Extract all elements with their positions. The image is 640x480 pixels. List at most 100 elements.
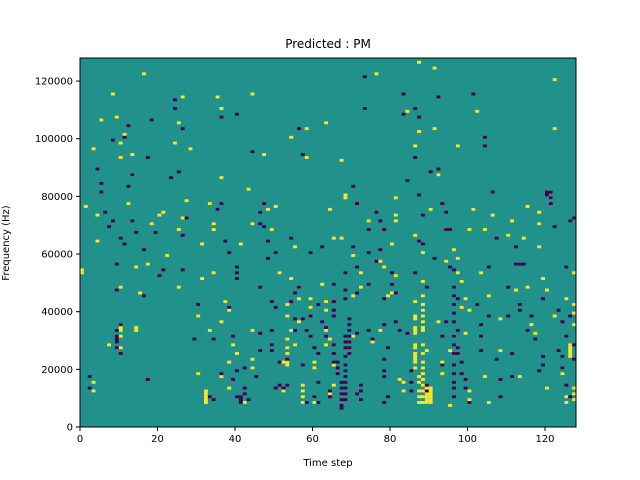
heatmap-cell-low	[405, 331, 410, 335]
heatmap-cell-low	[506, 285, 511, 289]
heatmap-cell-low	[390, 282, 394, 286]
heatmap-cell-low	[219, 202, 224, 206]
heatmap-cell-high	[196, 372, 201, 376]
heatmap-cell-high	[328, 392, 332, 396]
heatmap-cell-high	[351, 254, 356, 257]
heatmap-cell-low	[463, 386, 468, 390]
heatmap-cell-high	[250, 92, 255, 96]
heatmap-cell-high	[413, 317, 418, 321]
heatmap-cell-low	[452, 380, 456, 384]
heatmap-cell-high	[413, 328, 418, 332]
heatmap-cell-low	[331, 300, 336, 304]
heatmap-cell-low	[111, 219, 115, 223]
heatmap-cell-high	[204, 401, 208, 404]
heatmap-cell-high	[417, 380, 422, 384]
x-tick-label: 60	[306, 434, 319, 445]
heatmap-cell-high	[541, 277, 546, 280]
heatmap-cell-high	[266, 207, 270, 211]
heatmap-cell-low	[304, 401, 309, 404]
heatmap-cell-low	[382, 323, 387, 327]
heatmap-cell-low	[440, 202, 445, 206]
heatmap-cell-high	[293, 343, 298, 347]
heatmap-cell-high	[382, 265, 387, 269]
heatmap-cell-high	[390, 291, 394, 295]
heatmap-cell-low	[386, 346, 391, 350]
heatmap-cell-low	[227, 251, 232, 255]
heatmap-cell-low	[331, 282, 336, 286]
heatmap-cell-high	[215, 95, 220, 99]
heatmap-cell-low	[161, 268, 166, 272]
heatmap-cell-low	[343, 288, 348, 292]
heatmap-cell-high	[250, 357, 255, 361]
heatmap-cell-high	[467, 389, 472, 393]
heatmap-cell-low	[552, 225, 557, 229]
heatmap-cell-high	[219, 107, 224, 110]
heatmap-cell-low	[316, 352, 321, 355]
heatmap-cell-high	[118, 328, 123, 332]
heatmap-cell-low	[126, 184, 131, 188]
heatmap-cell-low	[564, 265, 569, 269]
heatmap-cell-high	[366, 219, 371, 223]
heatmap-cell-low	[114, 340, 119, 344]
heatmap-cell-low	[285, 383, 290, 387]
heatmap-cell-high	[479, 271, 484, 275]
heatmap-cell-high	[424, 386, 429, 390]
heatmap-cell-low	[444, 320, 449, 324]
heatmap-cell-low	[192, 337, 197, 341]
heatmap-cell-low	[169, 176, 174, 180]
heatmap-cell-low	[238, 401, 243, 404]
heatmap-cell-high	[300, 389, 305, 393]
heatmap-cell-low	[448, 265, 453, 269]
heatmap-cell-low	[331, 314, 336, 318]
heatmap-cell-high	[568, 346, 573, 350]
heatmap-cell-high	[285, 360, 290, 364]
heatmap-cell-low	[343, 340, 348, 344]
heatmap-cell-low	[541, 363, 546, 367]
heatmap-cell-low	[312, 346, 317, 350]
heatmap-cell-high	[281, 360, 286, 364]
heatmap-cell-low	[343, 392, 348, 396]
heatmap-cell-low	[211, 398, 216, 402]
heatmap-cell-high	[393, 213, 398, 217]
heatmap-cell-low	[370, 337, 375, 341]
heatmap-cell-high	[142, 72, 146, 76]
heatmap-cell-low	[300, 317, 305, 321]
heatmap-cell-high	[196, 314, 201, 318]
heatmap-cell-high	[552, 127, 557, 131]
heatmap-cell-low	[452, 363, 456, 367]
heatmap-cell-high	[114, 115, 119, 119]
heatmap-cell-high	[176, 285, 181, 289]
heatmap-cell-high	[572, 311, 577, 315]
heatmap-cell-high	[378, 328, 383, 332]
heatmap-cell-high	[421, 326, 425, 329]
heatmap-cell-high	[564, 395, 569, 399]
heatmap-cell-high	[459, 279, 464, 283]
heatmap-cell-low	[254, 375, 259, 378]
heatmap-cell-high	[413, 354, 418, 358]
heatmap-cell-high	[219, 320, 224, 324]
heatmap-cell-low	[382, 401, 387, 404]
heatmap-cell-high	[107, 343, 112, 347]
heatmap-cell-high	[312, 360, 317, 364]
heatmap-cell-high	[483, 228, 487, 231]
heatmap-cell-high	[498, 317, 503, 321]
heatmap-cell-high	[145, 262, 150, 266]
heatmap-cell-low	[452, 343, 456, 347]
heatmap-cell-low	[374, 259, 379, 263]
heatmap-cell-low	[428, 170, 433, 174]
heatmap-cell-high	[200, 277, 205, 280]
heatmap-cell-low	[343, 369, 348, 373]
heatmap-cell-high	[572, 386, 577, 390]
heatmap-cell-low	[537, 369, 542, 373]
heatmap-cell-high	[91, 389, 96, 393]
heatmap-cell-low	[560, 366, 565, 370]
heatmap-cell-high	[521, 236, 526, 240]
heatmap-cell-high	[545, 288, 549, 292]
heatmap-cell-high	[572, 271, 577, 275]
heatmap-cell-low	[413, 271, 418, 275]
heatmap-cell-low	[355, 392, 360, 396]
heatmap-cell-low	[316, 380, 321, 384]
heatmap-cell-low	[142, 248, 146, 252]
heatmap-cell-low	[421, 213, 425, 217]
